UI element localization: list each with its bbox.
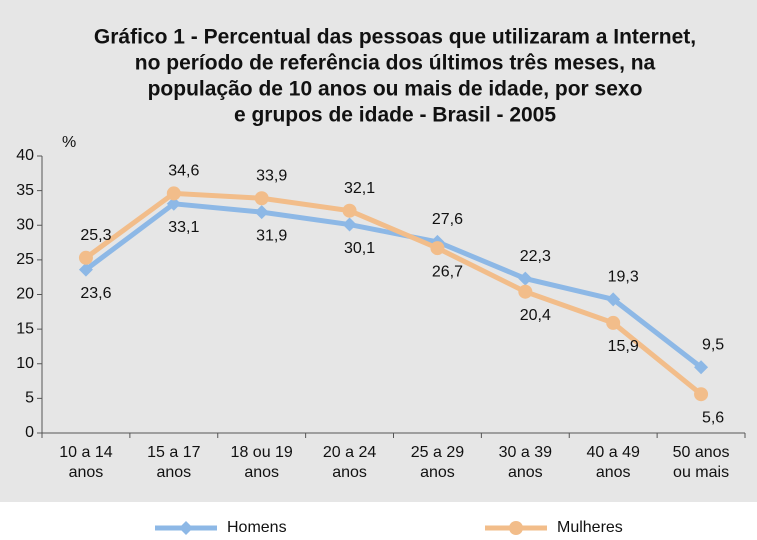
- y-tick-label: 40: [16, 147, 34, 164]
- data-point: [606, 315, 621, 330]
- y-tick-label: 30: [16, 216, 34, 233]
- legend-marker: [509, 521, 523, 535]
- y-tick-label: 20: [16, 286, 34, 303]
- data-point: [78, 262, 93, 277]
- x-tick-label: 30 a 39: [499, 444, 552, 461]
- data-label: 25,3: [80, 227, 111, 244]
- data-point: [342, 203, 357, 218]
- chart-title: Gráfico 1 - Percentual das pessoas que u…: [94, 26, 696, 49]
- legend-marker: [179, 521, 193, 535]
- legend-label: Mulheres: [557, 519, 623, 536]
- data-label: 32,1: [344, 180, 375, 197]
- series-line: [84, 190, 703, 397]
- x-tick-label: 40 a 49: [586, 444, 639, 461]
- data-label: 33,1: [168, 219, 199, 236]
- x-tick-label: anos: [596, 464, 631, 481]
- x-tick-label: anos: [420, 464, 455, 481]
- data-label: 9,5: [702, 336, 724, 353]
- data-point: [254, 191, 269, 206]
- data-point: [694, 360, 709, 375]
- data-point: [78, 250, 93, 265]
- data-point: [166, 196, 181, 211]
- chart-title: população de 10 anos ou mais de idade, p…: [148, 78, 643, 101]
- y-tick-label: 35: [16, 182, 34, 199]
- y-tick-label: 25: [16, 251, 34, 268]
- data-point: [606, 292, 621, 307]
- data-label: 26,7: [432, 263, 463, 280]
- y-tick-label: 15: [16, 320, 34, 337]
- x-tick-label: anos: [244, 464, 279, 481]
- data-label: 20,4: [520, 307, 551, 324]
- data-point: [166, 186, 181, 201]
- data-label: 31,9: [256, 227, 287, 244]
- data-label: 23,6: [80, 285, 111, 302]
- x-tick-label: anos: [332, 464, 367, 481]
- y-axis-label: %: [62, 134, 76, 151]
- chart-background: [0, 0, 757, 502]
- y-tick-label: 5: [25, 390, 34, 407]
- x-tick-label: 10 a 14: [59, 444, 112, 461]
- data-label: 5,6: [702, 409, 724, 426]
- series-line: [84, 201, 703, 370]
- data-point: [518, 271, 533, 286]
- chart-title: e grupos de idade - Brasil - 2005: [234, 104, 556, 127]
- data-point: [430, 241, 445, 256]
- data-point: [342, 217, 357, 232]
- data-label: 33,9: [256, 167, 287, 184]
- y-tick-label: 0: [25, 424, 34, 441]
- data-label: 15,9: [608, 338, 639, 355]
- x-tick-label: ou mais: [673, 464, 729, 481]
- data-point: [694, 387, 709, 402]
- data-label: 34,6: [168, 163, 199, 180]
- x-tick-label: 20 a 24: [323, 444, 376, 461]
- data-label: 27,6: [432, 211, 463, 228]
- x-tick-label: 18 ou 19: [231, 444, 293, 461]
- x-tick-label: 15 a 17: [147, 444, 200, 461]
- x-tick-label: 25 a 29: [411, 444, 464, 461]
- x-tick-label: 50 anos: [673, 444, 730, 461]
- data-point: [254, 205, 269, 220]
- y-tick-label: 10: [16, 355, 34, 372]
- x-tick-label: anos: [156, 464, 191, 481]
- data-point: [518, 284, 533, 299]
- chart-title: no período de referência dos últimos trê…: [135, 52, 656, 75]
- data-label: 30,1: [344, 240, 375, 257]
- data-label: 22,3: [520, 248, 551, 265]
- legend-label: Homens: [227, 519, 287, 536]
- x-tick-label: anos: [508, 464, 543, 481]
- data-label: 19,3: [608, 269, 639, 286]
- x-tick-label: anos: [69, 464, 104, 481]
